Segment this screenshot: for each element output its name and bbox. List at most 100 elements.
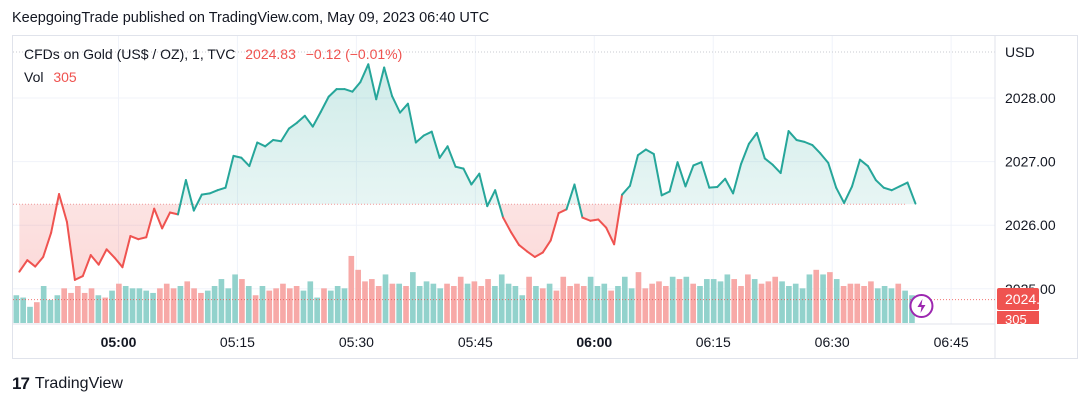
volume-bar (840, 286, 847, 323)
price-segment (422, 130, 433, 137)
price-segment (740, 142, 750, 166)
volume-bar (13, 295, 20, 323)
price-segment (462, 167, 473, 186)
volume-bar (799, 288, 806, 323)
price-segment (319, 95, 330, 113)
price-segment (34, 256, 45, 268)
price-segment (303, 114, 314, 128)
price-segment (50, 193, 61, 234)
price-segment (161, 211, 172, 230)
volume-bar (266, 290, 273, 323)
volume-bar (676, 279, 683, 323)
price-segment (192, 193, 203, 212)
y-tick-label: 2026.00 (1005, 217, 1056, 233)
price-segment (835, 186, 846, 204)
volume-bar (669, 276, 676, 323)
volume-bar (868, 281, 874, 323)
y-tick-label: 2027.00 (1005, 154, 1056, 170)
volume-bar (157, 288, 163, 323)
volume-bar (464, 283, 471, 323)
volume-bar (341, 288, 348, 323)
volume-bar (47, 299, 54, 323)
volume-legend-row: Vol 305 (24, 69, 77, 85)
price-segment (676, 161, 687, 188)
price-segment (636, 148, 647, 157)
chart-frame (12, 35, 1078, 359)
price-segment (169, 211, 179, 216)
volume-bar (396, 283, 403, 323)
price-segment (359, 63, 370, 84)
price-segment (486, 189, 497, 208)
volume-bar (280, 283, 286, 323)
volume-bar (649, 283, 655, 323)
price-segment (613, 193, 624, 246)
volume-bar (621, 276, 628, 323)
volume-bar (109, 290, 115, 323)
volume-bar (601, 283, 608, 323)
tradingview-footer[interactable]: 17 TradingView (12, 374, 123, 394)
volume-bar (895, 283, 902, 323)
price-segment (18, 259, 29, 273)
price-segment (779, 130, 790, 175)
price-segment (851, 158, 861, 188)
price-segment (541, 239, 552, 254)
price-segment (65, 221, 76, 281)
price-segment (549, 212, 560, 242)
price-segment (517, 243, 528, 253)
price-segment (240, 156, 251, 168)
price-segment (605, 226, 616, 246)
volume-bar (888, 288, 895, 323)
volume-bar (881, 286, 888, 323)
volume-bar (293, 286, 300, 323)
volume-bar (751, 279, 758, 323)
volume-bar (389, 283, 396, 323)
volume-bar (102, 297, 109, 323)
volume-bar (314, 297, 320, 323)
price-segment (747, 131, 758, 145)
price-segment (176, 179, 187, 216)
volume-bar (560, 276, 567, 323)
volume-bar (163, 283, 170, 323)
volume-bar (656, 281, 662, 323)
volume-bar (690, 283, 696, 323)
price-segment (438, 145, 449, 159)
x-tick-label: 06:00 (576, 334, 612, 350)
tradingview-logo-icon: 17 (12, 374, 30, 393)
volume-bar (184, 281, 191, 323)
volume-label[interactable]: Vol (24, 69, 44, 85)
volume-bar (423, 281, 430, 323)
last-price-tag-label: 2024.83 (1005, 291, 1056, 307)
volume-bar (444, 283, 450, 323)
price-segment (295, 114, 306, 124)
price-segment (351, 81, 362, 93)
volume-bar (348, 255, 355, 323)
volume-bar (574, 283, 580, 323)
volume-bar (717, 281, 724, 323)
price-segment (589, 218, 600, 222)
volume-bar (239, 279, 245, 323)
price-segment (533, 251, 544, 258)
volume-bar (792, 283, 799, 323)
volume-bar (902, 290, 908, 323)
price-segment (843, 185, 854, 204)
volume-bar (382, 274, 389, 323)
area-fill-above-baseline (19, 64, 916, 205)
volume-bar (321, 288, 327, 323)
volume-bar (129, 288, 136, 323)
volume-bar (122, 286, 129, 323)
price-segment (494, 189, 505, 219)
volume-bar (116, 283, 122, 323)
price-segment (367, 63, 378, 101)
price-segment (406, 102, 417, 144)
price-segment (121, 235, 132, 269)
price-segment (700, 161, 711, 189)
price-segment (327, 88, 338, 98)
volume-bar (779, 281, 785, 323)
symbol-name[interactable]: CFDs on Gold (US$ / OZ), 1, TVC (24, 46, 236, 62)
volume-bar (492, 286, 498, 323)
price-segment (795, 138, 806, 143)
price-segment (874, 179, 885, 189)
volume-bar (758, 283, 765, 323)
volume-bar (498, 274, 505, 323)
